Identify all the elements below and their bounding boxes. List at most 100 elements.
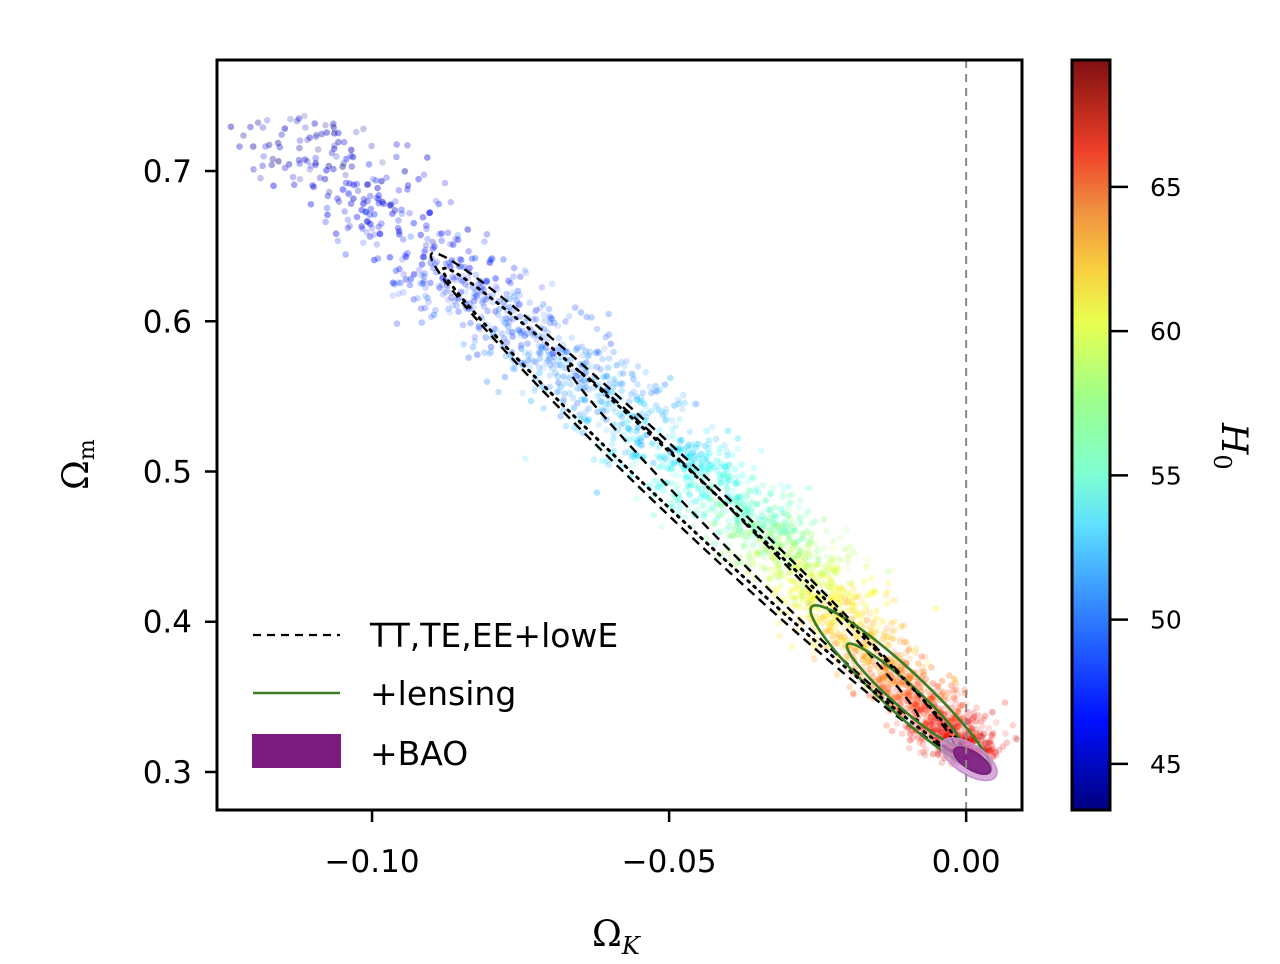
scatter-point (470, 297, 478, 305)
scatter-point (788, 586, 796, 594)
scatter-point (686, 484, 694, 491)
scatter-point (845, 597, 852, 604)
scatter-point (535, 342, 542, 350)
scatter-point (744, 477, 752, 485)
scatter-point (805, 540, 812, 547)
scatter-point (981, 739, 989, 746)
scatter-point (890, 627, 898, 634)
scatter-point (375, 223, 383, 230)
scatter-point (645, 409, 652, 417)
scatter-point (504, 323, 512, 330)
scatter-point (318, 130, 326, 138)
scatter-point (795, 513, 802, 520)
scatter-point (604, 364, 611, 372)
scatter-point (457, 276, 465, 284)
scatter-point (470, 304, 477, 311)
scatter-point (883, 637, 890, 644)
scatter-point (397, 279, 404, 287)
scatter-point (628, 370, 636, 377)
scatter-point (556, 361, 564, 369)
scatter-point (948, 717, 956, 725)
scatter-point (249, 143, 257, 150)
scatter-point (623, 418, 630, 426)
scatter-point (500, 335, 508, 342)
scatter-point (883, 641, 890, 648)
scatter-point (866, 590, 873, 598)
scatter-point (510, 292, 518, 300)
scatter-point (969, 714, 976, 722)
scatter-point (955, 722, 963, 729)
scatter-point (843, 637, 851, 644)
scatter-point (426, 209, 433, 217)
scatter-point (774, 561, 782, 569)
scatter-point (716, 459, 724, 467)
scatter-point (779, 521, 787, 529)
scatter-point (638, 409, 646, 417)
scatter-point (779, 510, 786, 517)
scatter-point (346, 180, 353, 187)
scatter-point (658, 408, 665, 415)
scatter-point (751, 488, 759, 495)
scatter-point (312, 161, 319, 169)
scatter-point (669, 480, 677, 488)
colorbar-label-sub: 0 (1208, 454, 1236, 469)
scatter-point (901, 689, 908, 697)
scatter-point (424, 154, 431, 161)
scatter-point (586, 348, 594, 356)
scatter-point (521, 332, 529, 340)
scatter-point (406, 209, 413, 217)
scatter-point (728, 532, 735, 540)
scatter-point (358, 223, 365, 230)
scatter-point (312, 154, 319, 162)
scatter-point (762, 515, 769, 522)
scatter-point (848, 579, 856, 586)
scatter-point (456, 255, 464, 263)
scatter-point (750, 541, 757, 548)
scatter-point (630, 435, 637, 442)
scatter-point (784, 531, 791, 539)
scatter-point (236, 143, 243, 150)
scatter-point (759, 512, 766, 520)
scatter-point (922, 675, 930, 683)
scatter-point (322, 218, 329, 226)
scatter-point (672, 422, 680, 430)
scatter-point (620, 420, 627, 427)
scatter-point (819, 613, 827, 621)
scatter-point (767, 506, 774, 514)
scatter-point (801, 556, 809, 563)
scatter-point (429, 238, 437, 246)
scatter-point (691, 453, 698, 460)
scatter-point (722, 508, 729, 515)
scatter-point (650, 477, 657, 485)
scatter-point (837, 534, 844, 541)
scatter-point (574, 344, 581, 352)
scatter-point (841, 545, 849, 553)
scatter-point (846, 593, 853, 600)
scatter-point (927, 714, 935, 722)
scatter-point (867, 661, 875, 669)
scatter-point (903, 690, 911, 698)
scatter-point (734, 494, 741, 502)
scatter-point (862, 622, 869, 629)
scatter-point (753, 500, 761, 508)
legend-entry-tt-te-ee-lowe: TT,TE,EE+lowE (253, 616, 618, 655)
scatter-point (618, 387, 625, 394)
scatter-point (791, 595, 798, 602)
scatter-point (831, 569, 839, 577)
scatter-point (770, 523, 777, 531)
scatter-point (736, 525, 744, 533)
scatter-point (871, 586, 878, 594)
scatter-point (858, 598, 866, 606)
scatter-point (506, 296, 514, 303)
scatter-point (360, 239, 367, 246)
scatter-point (365, 161, 373, 168)
scatter-point (687, 450, 695, 457)
scatter-point (352, 128, 360, 136)
scatter-point (924, 712, 931, 719)
scatter-point (616, 380, 624, 388)
scatter-point (464, 282, 472, 290)
scatter-point (881, 630, 888, 637)
scatter-point (876, 676, 883, 683)
scatter-point (724, 468, 732, 475)
scatter-point (837, 555, 845, 563)
